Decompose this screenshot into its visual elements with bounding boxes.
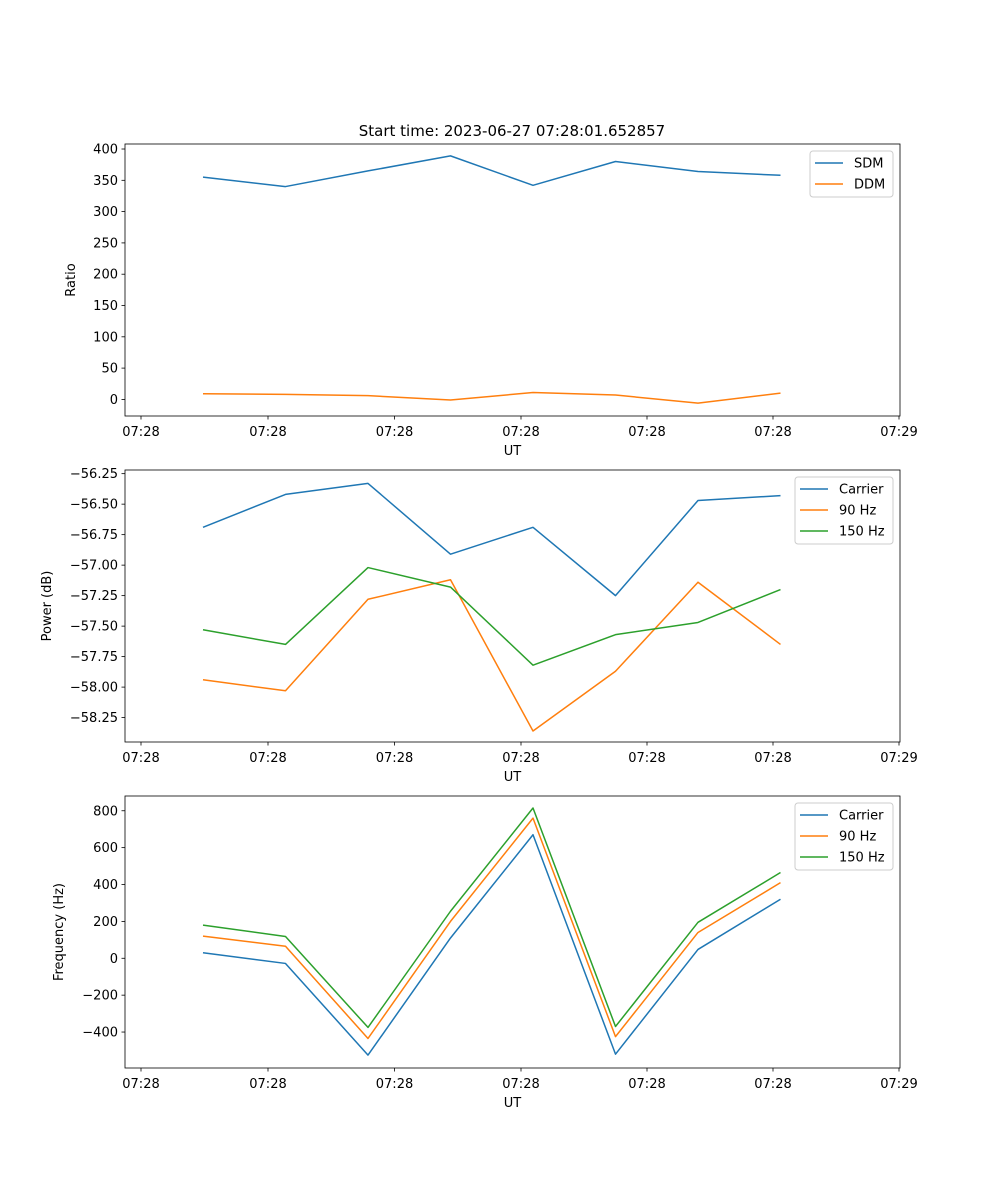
- series-line-ddm: [202, 391, 781, 404]
- y-tick-label: −57.00: [70, 559, 118, 574]
- y-tick-label: −57.75: [70, 650, 118, 665]
- subplots: 0 50 100 150 200 250 300 350 400 07:28 07:28 07:28 0…: [40, 143, 918, 1111]
- y-tick-label: 400: [93, 143, 118, 158]
- x-tick-label: 07:28: [249, 751, 286, 766]
- y-tick-label: 600: [93, 841, 118, 856]
- legend-label: DDM: [854, 178, 885, 193]
- series-line-150-hz: [202, 807, 781, 1029]
- y-tick-label: 200: [93, 268, 118, 283]
- x-axis-label: UT: [504, 444, 522, 459]
- axes-frame: [124, 795, 901, 1069]
- legend-box: [794, 802, 894, 871]
- y-tick-label: 100: [93, 330, 118, 345]
- y-tick-label: 200: [93, 915, 118, 930]
- series-line-carrier: [202, 833, 781, 1056]
- x-tick-label: 07:28: [628, 1077, 665, 1092]
- legend-label: Carrier: [839, 483, 884, 498]
- x-tick-label: 07:28: [754, 751, 791, 766]
- legend-label: 90 Hz: [839, 504, 876, 519]
- x-axis-label: UT: [504, 770, 522, 785]
- y-tick-label: −58.25: [70, 711, 118, 726]
- x-tick-label: 07:28: [249, 1077, 286, 1092]
- y-tick-label: −57.25: [70, 589, 118, 604]
- series-line-90-hz: [202, 579, 781, 732]
- x-tick-label: 07:28: [122, 1077, 159, 1092]
- x-tick-label: 07:28: [376, 425, 413, 440]
- x-tick-label: 07:28: [754, 425, 791, 440]
- series-line-carrier: [202, 482, 781, 597]
- axes-frame: [124, 469, 901, 743]
- y-axis-label: Power (dB): [40, 571, 55, 642]
- axes-frame: [124, 143, 901, 417]
- x-tick-label: 07:28: [376, 1077, 413, 1092]
- x-tick-label: 07:28: [628, 425, 665, 440]
- subplot-1: 0 50 100 150 200 250 300 350 400 07:28 07:28 07:28 0…: [64, 143, 918, 459]
- y-tick-label: −58.00: [70, 681, 118, 696]
- x-tick-label: 07:28: [502, 425, 539, 440]
- y-axis-label: Ratio: [64, 263, 79, 296]
- y-tick-label: 400: [93, 878, 118, 893]
- y-tick-label: −200: [82, 989, 118, 1004]
- y-tick-label: −57.50: [70, 620, 118, 635]
- x-tick-label: 07:28: [249, 425, 286, 440]
- subplot-2: −58.25 −58.00 −57.75 −57.50 −57.25 −57.00 −56.…: [40, 467, 918, 785]
- x-tick-label: 07:28: [502, 751, 539, 766]
- legend-label: 90 Hz: [839, 830, 876, 845]
- x-tick-label: 07:28: [754, 1077, 791, 1092]
- y-tick-label: 800: [93, 804, 118, 819]
- subplot-3: −400 −200 0 200 400 600 800 07:28 07:28 07:28 07:2…: [52, 795, 918, 1111]
- legend-label: Carrier: [839, 809, 884, 824]
- legend-label: 150 Hz: [839, 525, 885, 540]
- x-tick-label: 07:28: [122, 751, 159, 766]
- series-line-90-hz: [202, 817, 781, 1040]
- y-tick-label: −56.50: [70, 498, 118, 513]
- legend: Carrier 90 Hz 150 Hz: [794, 802, 894, 871]
- legend-box: [794, 476, 894, 545]
- y-tick-label: −56.25: [70, 467, 118, 482]
- legend: SDM DDM: [809, 150, 894, 198]
- y-tick-label: 50: [101, 362, 118, 377]
- x-tick-label: 07:29: [880, 1077, 917, 1092]
- y-tick-label: 0: [110, 393, 118, 408]
- x-tick-label: 07:28: [376, 751, 413, 766]
- y-tick-label: 300: [93, 205, 118, 220]
- x-tick-label: 07:28: [122, 425, 159, 440]
- y-axis-label: Frequency (Hz): [52, 883, 67, 981]
- series-line-sdm: [202, 155, 781, 188]
- y-tick-label: 0: [110, 952, 118, 967]
- figure-title: Start time: 2023-06-27 07:28:01.652857: [359, 122, 665, 140]
- y-tick-label: 250: [93, 236, 118, 251]
- legend-label: SDM: [854, 157, 883, 172]
- legend: Carrier 90 Hz 150 Hz: [794, 476, 894, 545]
- x-tick-label: 07:29: [880, 751, 917, 766]
- x-tick-label: 07:29: [880, 425, 917, 440]
- x-tick-label: 07:28: [502, 1077, 539, 1092]
- y-tick-label: −400: [82, 1026, 118, 1041]
- y-tick-label: −56.75: [70, 528, 118, 543]
- y-tick-label: 150: [93, 299, 118, 314]
- legend-label: 150 Hz: [839, 851, 885, 866]
- x-tick-label: 07:28: [628, 751, 665, 766]
- y-tick-label: 350: [93, 174, 118, 189]
- series-line-150-hz: [202, 566, 781, 666]
- x-axis-label: UT: [504, 1096, 522, 1111]
